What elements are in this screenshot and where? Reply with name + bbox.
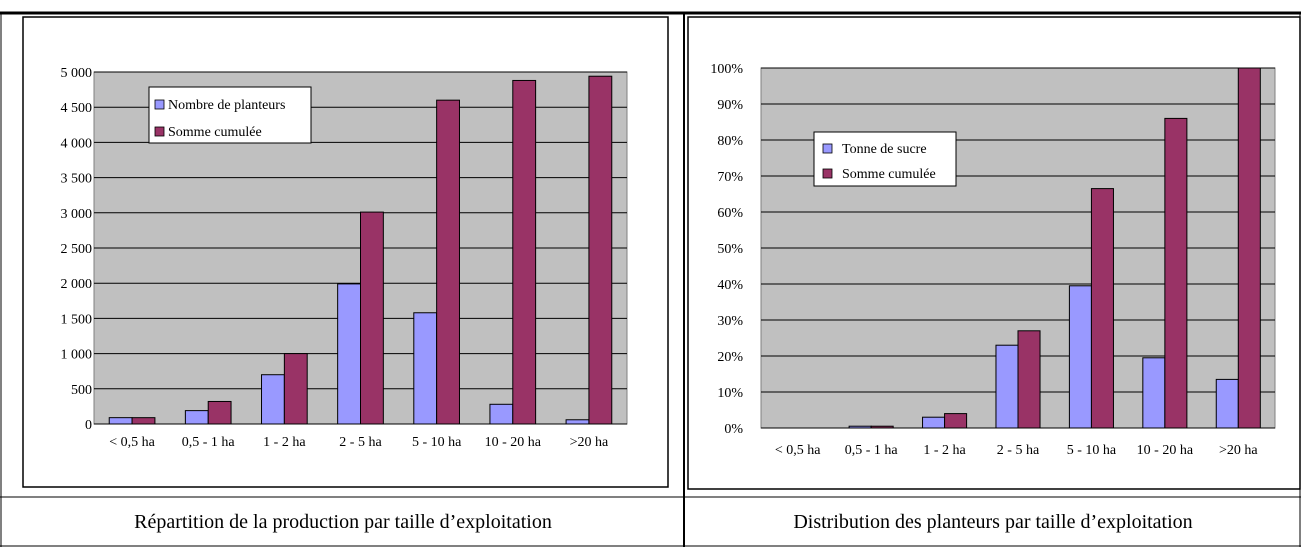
y-tick-label: 10% [717, 386, 743, 401]
y-tick-label: 1 000 [61, 348, 93, 363]
y-tick-label: 4 000 [61, 136, 93, 151]
y-tick-label: 5 000 [61, 66, 93, 81]
bar-series-1 [1142, 357, 1166, 429]
bar-series-1 [995, 344, 1019, 429]
bar-series-2 [1164, 117, 1188, 429]
x-tick-label: 2 - 5 ha [339, 435, 382, 450]
legend-swatch [822, 143, 833, 154]
y-tick-label: 30% [717, 314, 743, 329]
y-tick-label: 4 500 [61, 101, 93, 116]
bar-series-2 [131, 417, 156, 425]
x-tick-label: 0,5 - 1 ha [182, 435, 236, 450]
bar-series-2 [1090, 188, 1114, 429]
bar-series-2 [436, 99, 460, 425]
x-tick-label: 2 - 5 ha [997, 443, 1040, 458]
y-tick-label: 500 [71, 383, 92, 398]
legend-box [148, 86, 312, 144]
x-tick-label: >20 ha [1219, 443, 1258, 458]
bar-series-2 [1237, 67, 1261, 429]
y-tick-label: 3 000 [61, 207, 93, 222]
right-chart-frame [687, 16, 1301, 490]
x-tick-label: 1 - 2 ha [263, 435, 306, 450]
left-chart-frame [22, 16, 669, 488]
legend-label: Nombre de planteurs [168, 98, 285, 113]
y-tick-label: 90% [717, 98, 743, 113]
bar-series-2 [360, 211, 384, 425]
y-tick-label: 20% [717, 350, 743, 365]
left-caption: Répartition de la production par taille … [134, 510, 552, 533]
x-tick-label: 10 - 20 ha [485, 435, 542, 450]
y-tick-label: 1 500 [61, 312, 93, 327]
bar-series-1 [922, 416, 946, 429]
x-tick-label: 0,5 - 1 ha [845, 443, 899, 458]
bar-series-2 [944, 413, 968, 429]
bar-series-2 [283, 353, 308, 425]
y-tick-label: 70% [717, 170, 743, 185]
legend-label: Somme cumulée [168, 125, 262, 140]
y-tick-label: 2 000 [61, 277, 93, 292]
legend-swatch [822, 168, 833, 179]
bar-series-2 [207, 400, 232, 425]
bar-series-1 [848, 425, 872, 429]
y-tick-label: 40% [717, 278, 743, 293]
legend-swatch [154, 126, 165, 137]
y-tick-label: 100% [710, 62, 743, 77]
x-tick-label: 1 - 2 ha [923, 443, 966, 458]
legend-box [813, 131, 957, 187]
x-tick-label: 5 - 10 ha [412, 435, 462, 450]
x-tick-label: >20 ha [570, 435, 609, 450]
y-tick-label: 50% [717, 242, 743, 257]
x-tick-label: < 0,5 ha [775, 443, 821, 458]
bar-series-1 [1068, 285, 1092, 429]
bar-series-2 [870, 425, 894, 429]
legend-label: Tonne de sucre [842, 142, 927, 157]
y-tick-label: 0 [85, 418, 92, 433]
legend-label: Somme cumulée [842, 167, 936, 182]
y-tick-label: 80% [717, 134, 743, 149]
bar-series-1 [1215, 378, 1239, 429]
x-tick-label: 10 - 20 ha [1137, 443, 1194, 458]
y-tick-label: 3 500 [61, 172, 93, 187]
right-caption: Distribution des planteurs par taille d’… [793, 510, 1193, 533]
x-tick-label: 5 - 10 ha [1067, 443, 1117, 458]
x-tick-label: < 0,5 ha [109, 435, 155, 450]
y-tick-label: 2 500 [61, 242, 93, 257]
bar-series-2 [512, 79, 537, 425]
y-tick-label: 0% [724, 422, 743, 437]
legend-swatch [154, 99, 165, 110]
bar-series-2 [1017, 330, 1041, 429]
bar-series-2 [588, 75, 613, 425]
y-tick-label: 60% [717, 206, 743, 221]
